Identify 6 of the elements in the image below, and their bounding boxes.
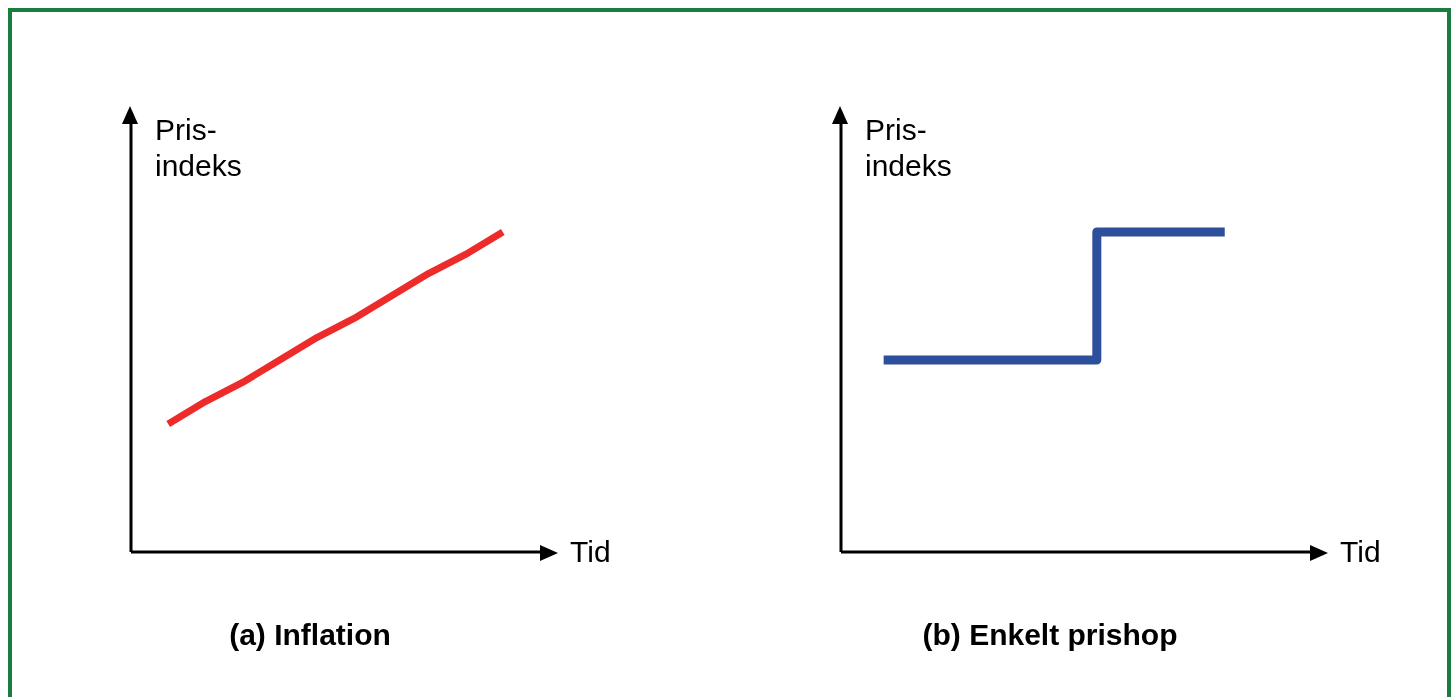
y-axis-title: Pris- indeks xyxy=(155,112,242,184)
text: (b) Enkelt prishop xyxy=(921,618,1179,652)
x-axis-title: Tid xyxy=(570,535,611,569)
y-axis-title: Pris- indeks xyxy=(865,112,952,184)
text: (a) Inflation xyxy=(228,618,392,652)
x-axis-title: Tid xyxy=(1340,535,1381,569)
